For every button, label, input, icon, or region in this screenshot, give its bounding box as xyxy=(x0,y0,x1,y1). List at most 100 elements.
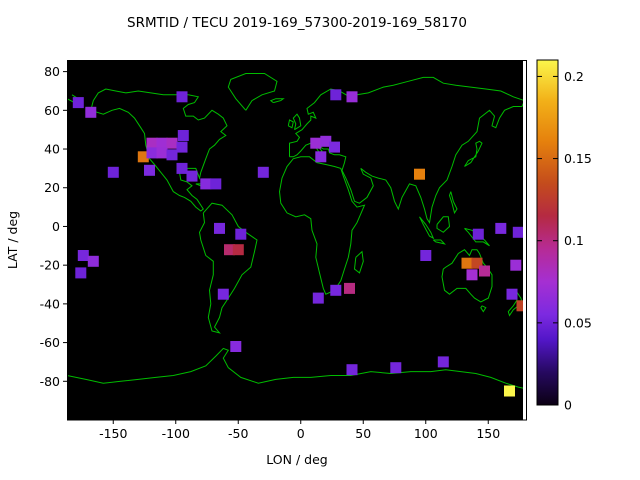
tec-cell xyxy=(87,255,99,267)
tec-cell xyxy=(77,250,89,261)
coastline xyxy=(464,140,483,167)
y-tick-label: 60 xyxy=(44,103,60,118)
tec-cell xyxy=(471,257,483,269)
tec-cell xyxy=(176,91,188,103)
tec-cell xyxy=(330,89,342,101)
chart-generated-layers: -150 -100 -50 0 50 100 150 -80 -60 -40 -20 0 20 40 60 8… xyxy=(40,59,592,441)
tec-cell xyxy=(257,166,269,178)
tec-cell xyxy=(217,288,229,300)
tec-cell xyxy=(479,265,490,277)
chart-title: SRMTID / TECU 2019-169_57300-2019-169_58… xyxy=(127,15,467,31)
x-tick-label: 0 xyxy=(297,426,305,441)
tec-cell xyxy=(329,141,340,153)
tec-cell xyxy=(495,222,507,234)
tec-cell xyxy=(107,166,119,178)
coastline xyxy=(436,216,451,233)
tec-cell xyxy=(235,228,247,240)
coastline xyxy=(287,119,294,129)
tec-cell xyxy=(75,267,87,279)
tec-cell xyxy=(330,284,342,296)
y-tick-label: 80 xyxy=(44,64,60,79)
coastline xyxy=(448,191,458,215)
colorbar-tick-label: 0.05 xyxy=(564,315,592,330)
tec-cell xyxy=(320,135,332,147)
tec-cell xyxy=(200,178,212,190)
tec-cell xyxy=(420,250,432,261)
coastline xyxy=(227,73,278,111)
map-plot-area xyxy=(67,60,523,420)
x-tick-label: 50 xyxy=(355,426,371,441)
tec-cell xyxy=(312,292,324,304)
coastline xyxy=(432,239,447,245)
tec-cell xyxy=(166,149,178,161)
tec-cell xyxy=(72,97,84,109)
tec-cell xyxy=(146,147,158,159)
coastline xyxy=(480,305,487,313)
y-tick-label: -20 xyxy=(40,258,60,273)
tec-cell xyxy=(390,362,402,374)
coastline xyxy=(269,98,285,104)
tec-cell xyxy=(214,222,225,234)
y-tick-label: 0 xyxy=(52,219,60,234)
tec-cell xyxy=(224,244,235,256)
tec-cell xyxy=(176,141,188,153)
tec-cell xyxy=(166,137,178,149)
tec-cell xyxy=(146,137,158,149)
coastline xyxy=(419,216,435,240)
tec-cells-layer xyxy=(72,89,523,397)
y-tick-label: -80 xyxy=(40,374,60,389)
tec-cell xyxy=(510,259,522,271)
tec-cell xyxy=(437,356,449,368)
x-tick-label: 100 xyxy=(414,426,438,441)
tec-cell xyxy=(506,288,518,300)
tec-cell xyxy=(232,244,244,256)
tec-cell xyxy=(461,257,473,269)
coastline xyxy=(90,88,228,212)
x-axis-label: LON / deg xyxy=(266,452,327,467)
plot-border xyxy=(67,60,527,421)
tec-cell xyxy=(346,364,358,376)
coastline xyxy=(441,249,493,303)
tec-cell xyxy=(85,106,97,118)
tec-cell xyxy=(156,147,168,159)
tec-cell xyxy=(156,137,168,149)
colorbar-tick-label: 0 xyxy=(564,398,572,413)
tec-cell xyxy=(177,130,189,141)
y-axis-label: LAT / deg xyxy=(5,211,20,269)
coastline xyxy=(278,156,366,295)
coastline xyxy=(353,250,364,274)
y-tick-label: 20 xyxy=(44,180,60,195)
tec-cell xyxy=(315,151,327,163)
tec-cell xyxy=(472,228,484,240)
colorbar-tick-label: 0.15 xyxy=(564,151,592,166)
y-tick-label: 40 xyxy=(44,142,60,157)
coastline xyxy=(198,202,258,334)
tec-cell xyxy=(230,341,242,352)
tec-cell xyxy=(144,164,155,176)
tec-cell xyxy=(346,91,358,103)
tec-cell xyxy=(414,168,425,180)
x-tick-label: -100 xyxy=(162,426,190,441)
y-tick-label: -40 xyxy=(40,296,60,311)
tec-cell xyxy=(504,385,515,397)
coastline xyxy=(67,347,523,389)
x-tick-label: -150 xyxy=(99,426,127,441)
x-tick-label: 150 xyxy=(476,426,500,441)
coastline xyxy=(292,113,302,131)
tec-cell xyxy=(516,300,523,312)
colorbar xyxy=(536,59,559,406)
tec-cell xyxy=(186,170,198,182)
colorbar-tick-label: 0.1 xyxy=(564,233,584,248)
tec-cell xyxy=(466,269,478,281)
y-tick-label: -60 xyxy=(40,335,60,350)
colorbar-tick-label: 0.2 xyxy=(564,69,584,84)
tec-cell xyxy=(176,162,188,174)
x-tick-label: -50 xyxy=(228,426,248,441)
tec-cell xyxy=(310,137,322,149)
tec-cell xyxy=(210,178,222,190)
tec-cell xyxy=(512,226,523,238)
tec-cell xyxy=(137,151,149,163)
tec-cell xyxy=(344,282,355,294)
